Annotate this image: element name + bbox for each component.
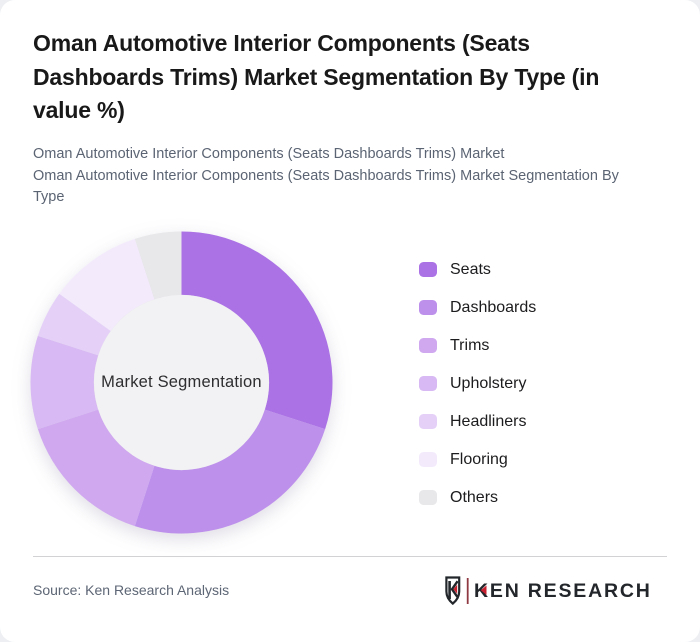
legend-swatch-flooring xyxy=(419,452,437,467)
legend-label-dashboards: Dashboards xyxy=(450,298,537,316)
legend-item-trims: Trims xyxy=(419,336,536,355)
donut-segment-headliners xyxy=(37,293,111,356)
legend-label-others: Others xyxy=(450,488,499,506)
donut-segment-seats xyxy=(181,231,333,430)
legend-label-trims: Trims xyxy=(450,336,490,354)
footer-divider xyxy=(33,556,667,557)
legend-item-flooring: Flooring xyxy=(419,450,536,469)
donut-segment-upholstery xyxy=(30,335,99,430)
logo-separator xyxy=(466,578,469,604)
ken-research-logo: KEN RESEARCH xyxy=(445,576,652,606)
donut-chart: Market Segmentation xyxy=(30,231,333,534)
legend-swatch-dashboards xyxy=(419,300,437,315)
chart-legend: Seats Dashboards Trims Upholstery Headliners… xyxy=(419,260,536,507)
logo-wordmark: KEN RESEARCH xyxy=(474,580,652,602)
source-note: Source: Ken Research Analysis xyxy=(33,582,230,598)
legend-item-headliners: Headliners xyxy=(419,412,536,431)
ken-research-shield-icon xyxy=(445,576,461,606)
donut-chart-svg xyxy=(30,231,333,534)
legend-item-others: Others xyxy=(419,488,536,507)
chart-title: Oman Automotive Interior Components (Sea… xyxy=(33,30,600,123)
chart-subtitles: Oman Automotive Interior Components (Sea… xyxy=(33,144,681,209)
legend-item-upholstery: Upholstery xyxy=(419,374,536,393)
donut-inner-circle xyxy=(93,294,270,471)
legend-item-seats: Seats xyxy=(419,260,536,279)
legend-label-headliners: Headliners xyxy=(450,412,527,430)
subtitle-segmentation: Oman Automotive Interior Components (Sea… xyxy=(33,167,619,206)
donut-segment-dashboards xyxy=(134,409,326,534)
legend-label-upholstery: Upholstery xyxy=(450,374,527,392)
legend-label-seats: Seats xyxy=(450,260,491,278)
subtitle-market: Oman Automotive Interior Components (Sea… xyxy=(33,146,505,162)
legend-label-flooring: Flooring xyxy=(450,450,508,468)
donut-segment-others xyxy=(134,231,182,300)
legend-swatch-others xyxy=(419,490,437,505)
legend-item-dashboards: Dashboards xyxy=(419,298,536,317)
legend-swatch-seats xyxy=(419,262,437,277)
donut-segment-trims xyxy=(37,409,155,527)
logo-k-red-triangle xyxy=(480,585,487,595)
donut-segment-flooring xyxy=(59,238,155,332)
legend-swatch-trims xyxy=(419,338,437,353)
legend-swatch-headliners xyxy=(419,414,437,429)
legend-swatch-upholstery xyxy=(419,376,437,391)
